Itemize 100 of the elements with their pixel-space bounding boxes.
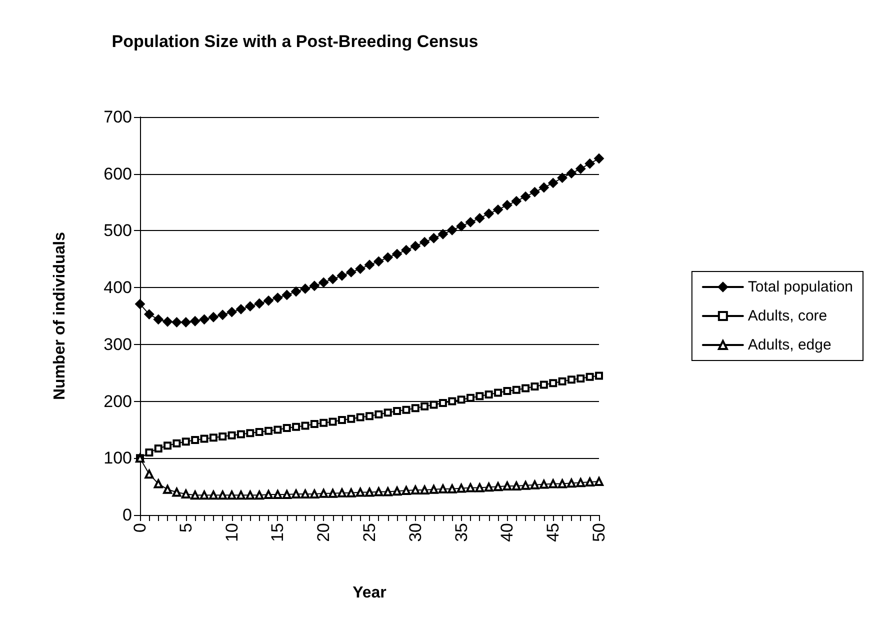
- point: [374, 410, 383, 418]
- point: [493, 204, 504, 215]
- point: [328, 418, 337, 426]
- point: [538, 182, 549, 193]
- point: [320, 418, 328, 427]
- point: [191, 436, 200, 444]
- point: [274, 426, 282, 434]
- point: [208, 312, 218, 322]
- point: [402, 406, 410, 414]
- point: [338, 416, 346, 424]
- x-tick-label: 0: [130, 523, 150, 532]
- legend-label: Adults, edge: [748, 336, 832, 354]
- point: [457, 396, 466, 404]
- point: [521, 480, 530, 490]
- point: [511, 196, 522, 206]
- point: [549, 379, 558, 388]
- point: [200, 434, 208, 443]
- point: [300, 489, 310, 498]
- point: [226, 307, 237, 318]
- point: [172, 439, 181, 448]
- point: [392, 249, 402, 260]
- x-axis-title: Year: [352, 584, 386, 602]
- point: [410, 241, 420, 252]
- y-tick-label: 400: [104, 278, 132, 298]
- point: [254, 298, 264, 308]
- point: [548, 479, 558, 488]
- x-tick-label: 10: [222, 523, 242, 542]
- point: [393, 406, 402, 415]
- legend-label: Adults, core: [748, 308, 828, 324]
- point: [576, 164, 586, 174]
- point: [154, 444, 162, 452]
- point: [218, 310, 228, 320]
- point: [245, 301, 256, 312]
- x-tick-label: 25: [360, 523, 379, 542]
- point: [374, 487, 384, 496]
- point: [438, 484, 448, 494]
- x-tick-label: 40: [498, 523, 517, 542]
- point: [310, 489, 319, 498]
- point: [356, 488, 365, 497]
- point: [430, 400, 438, 409]
- point: [364, 260, 374, 270]
- chart-title: Population Size with a Post-Breeding Census: [112, 32, 478, 51]
- point: [448, 484, 457, 494]
- point: [153, 314, 164, 324]
- point: [365, 488, 374, 497]
- point: [558, 377, 566, 386]
- point: [264, 426, 273, 435]
- y-tick-label: 100: [104, 448, 132, 468]
- x-tick-label: 45: [544, 523, 563, 542]
- point: [292, 422, 300, 431]
- point: [384, 408, 392, 417]
- point: [594, 476, 604, 486]
- point: [484, 390, 493, 398]
- point: [282, 290, 292, 300]
- point: [356, 413, 364, 422]
- x-tick-label: 50: [590, 523, 608, 542]
- point: [494, 388, 502, 397]
- point: [557, 172, 568, 183]
- y-tick-label: 300: [104, 334, 132, 354]
- point: [218, 432, 227, 441]
- point: [346, 267, 356, 278]
- x-tick-label: 35: [452, 523, 471, 542]
- point: [272, 292, 283, 303]
- point: [512, 386, 520, 394]
- point: [199, 314, 210, 324]
- y-tick-label: 600: [104, 164, 132, 184]
- point: [548, 178, 558, 188]
- point: [328, 274, 338, 284]
- point: [144, 309, 154, 320]
- point: [429, 484, 438, 494]
- point: [163, 484, 172, 494]
- point: [594, 154, 604, 164]
- y-tick-label: 200: [104, 392, 132, 411]
- point: [309, 280, 320, 291]
- x-tick-label: 30: [406, 523, 425, 542]
- point: [236, 304, 246, 314]
- point: [182, 438, 190, 446]
- point: [438, 229, 448, 240]
- point: [282, 424, 291, 432]
- point: [567, 376, 576, 384]
- point: [383, 487, 392, 496]
- x-tick-label: 15: [268, 523, 288, 542]
- point: [292, 489, 301, 498]
- point: [366, 412, 374, 420]
- point: [558, 479, 567, 488]
- point: [411, 404, 420, 412]
- point: [466, 394, 474, 402]
- point: [382, 252, 393, 262]
- point: [172, 488, 182, 497]
- point: [420, 237, 430, 248]
- point: [228, 431, 236, 440]
- point: [181, 489, 190, 498]
- point: [162, 316, 173, 327]
- point: [328, 488, 338, 498]
- point: [484, 208, 494, 219]
- point: [246, 429, 254, 438]
- point: [476, 392, 484, 400]
- point: [530, 187, 540, 198]
- point: [438, 398, 447, 407]
- point: [310, 420, 318, 428]
